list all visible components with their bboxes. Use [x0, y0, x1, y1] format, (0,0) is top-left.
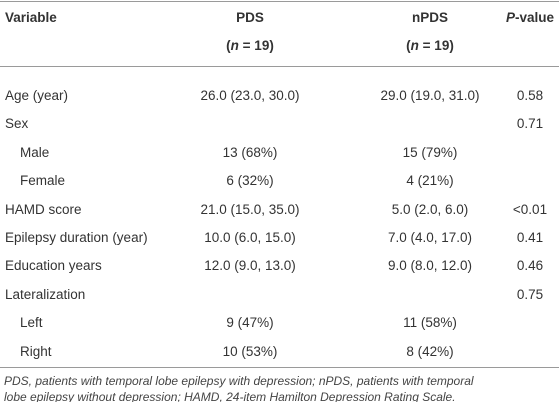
pds-value: 26.0 (23.0, 30.0)	[200, 88, 300, 103]
pds-value: 9 (47%)	[226, 315, 274, 331]
npds-value: 29.0 (19.0, 31.0)	[380, 88, 480, 103]
p-value: 0.75	[516, 286, 544, 302]
header-p-value: P-value	[506, 9, 554, 27]
npds-value: 7.0 (4.0, 17.0)	[387, 230, 473, 245]
pds-value: 10.0 (6.0, 15.0)	[204, 230, 296, 245]
header-rule	[0, 66, 559, 67]
header-npds: nPDS	[411, 10, 449, 25]
row-label: Education years	[5, 258, 102, 274]
row-label: Female	[20, 173, 66, 189]
header-pds: PDS	[236, 10, 264, 25]
footnote-line: lobe epilepsy without depression; HAMD, …	[4, 390, 456, 402]
header-npds-n: (n = 19)	[406, 37, 454, 55]
header-npds-n-part: n	[410, 38, 419, 53]
bottom-rule	[0, 367, 559, 368]
row-label: Right	[20, 343, 52, 359]
footnote-line: PDS, patients with temporal lobe epileps…	[4, 374, 474, 388]
header-pds-n: (n = 19)	[226, 37, 274, 55]
pds-value: 12.0 (9.0, 13.0)	[204, 258, 296, 274]
p-value: 0.58	[516, 88, 544, 103]
header-pds-n-part: = 19)	[238, 38, 274, 53]
header-p-value-part: P	[505, 10, 515, 25]
npds-value: 8 (42%)	[406, 343, 454, 359]
npds-value: 15 (79%)	[402, 144, 458, 160]
p-value: <0.01	[512, 201, 548, 217]
row-label: Sex	[5, 116, 29, 132]
row-label: Lateralization	[5, 286, 86, 302]
row-label: HAMD score	[5, 201, 82, 217]
pds-value: 21.0 (15.0, 35.0)	[200, 201, 300, 217]
pds-value: 13 (68%)	[222, 144, 278, 160]
header-pds-n-part: n	[230, 38, 239, 53]
row-label: Epilepsy duration (year)	[5, 230, 148, 245]
npds-value: 4 (21%)	[406, 173, 454, 189]
header-npds-n-part: = 19)	[418, 38, 454, 53]
header-p-value-part: -value	[514, 10, 555, 25]
header-pds-n-part: (	[226, 38, 231, 53]
p-value: 0.46	[516, 258, 544, 274]
row-label: Age (year)	[5, 88, 69, 103]
npds-value: 11 (58%)	[403, 315, 457, 331]
header-variable: Variable	[5, 10, 57, 25]
row-label: Male	[20, 144, 50, 160]
p-value: 0.71	[516, 116, 544, 132]
npds-value: 5.0 (2.0, 6.0)	[391, 201, 469, 217]
top-rule	[0, 1, 559, 2]
pds-value: 6 (32%)	[226, 173, 274, 189]
row-label: Left	[20, 315, 43, 331]
p-value: 0.41	[516, 230, 544, 245]
header-npds-n-part: (	[406, 38, 411, 53]
pds-value: 10 (53%)	[222, 343, 278, 359]
npds-value: 9.0 (8.0, 12.0)	[387, 258, 473, 274]
